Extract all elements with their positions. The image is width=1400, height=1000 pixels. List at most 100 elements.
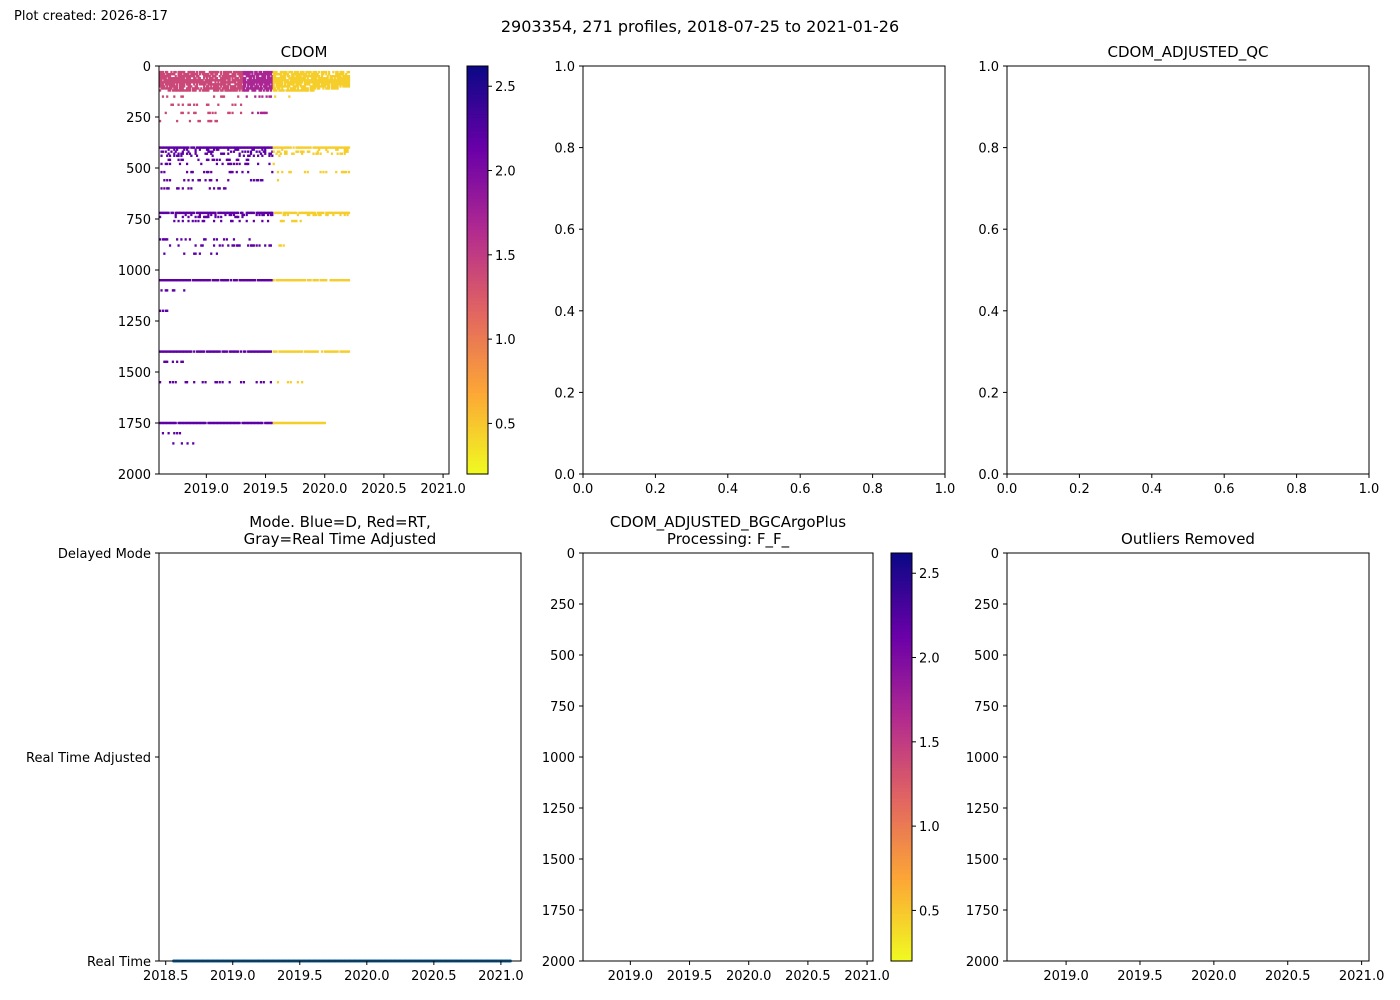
cdom-sample	[193, 350, 196, 353]
cdom-sample	[176, 146, 179, 149]
cdom-sample	[238, 162, 241, 166]
colorbar-swatch	[467, 273, 488, 278]
cdom-sample	[205, 215, 209, 219]
cdom-sample	[266, 87, 270, 90]
cdom-sample	[212, 219, 216, 223]
cdom-sample	[282, 279, 285, 282]
cdom-sample	[320, 350, 324, 353]
colorbar-swatch	[891, 780, 912, 785]
cdom-sample	[252, 83, 255, 86]
cdom-sample	[232, 79, 236, 82]
cdom-sample	[181, 85, 184, 88]
x-tick-label: 2020.0	[344, 969, 390, 984]
cdom-sample	[247, 158, 250, 162]
colorbar-swatch	[467, 450, 488, 455]
cdom-sample	[197, 421, 200, 425]
cdom-sample	[168, 146, 172, 149]
cdom-sample	[218, 158, 221, 162]
cdom-sample	[264, 150, 267, 153]
cdom-sample	[328, 85, 331, 88]
cdom-sample	[254, 146, 257, 149]
cdom-sample	[176, 187, 179, 190]
cdom-sample	[286, 89, 290, 92]
cdom-sample	[173, 148, 176, 151]
cdom-sample	[187, 75, 190, 78]
colorbar-swatch	[891, 757, 912, 761]
cdom-sample	[181, 279, 184, 282]
colorbar-swatch	[891, 573, 912, 578]
cdom-sample	[217, 85, 220, 88]
cdom-sample	[315, 152, 318, 155]
colorbar-swatch	[467, 106, 488, 111]
cdom-sample	[330, 146, 334, 149]
cdom-sample	[248, 81, 251, 84]
cdom-sample	[207, 211, 210, 215]
cdom-sample	[269, 381, 272, 384]
cdom-sample	[296, 279, 299, 282]
x-tick-label: 1.0	[935, 482, 956, 497]
cdom-sample	[326, 79, 329, 82]
cdom-sample	[217, 70, 220, 74]
cdom-sample	[159, 85, 162, 88]
cdom-sample	[320, 75, 324, 78]
cdom-sample	[281, 85, 284, 88]
cdom-sample	[262, 150, 265, 153]
cdom-sample	[265, 79, 268, 82]
cdom-sample	[303, 279, 307, 282]
cdom-sample	[237, 421, 240, 425]
cdom-sample	[272, 87, 275, 90]
cdom-sample	[279, 83, 282, 86]
cdom-sample	[184, 350, 187, 353]
cdom-sample	[211, 158, 214, 162]
cdom-sample	[274, 87, 277, 90]
cdom-sample	[268, 75, 271, 78]
cdom-sample	[279, 70, 282, 74]
cdom-sample	[159, 89, 162, 92]
colorbar-swatch	[467, 470, 488, 475]
colorbar-swatch	[891, 716, 912, 721]
cdom-sample	[276, 87, 280, 90]
cdom-sample	[187, 70, 190, 74]
cdom-sample	[166, 79, 169, 82]
cdom-sample	[234, 70, 237, 74]
cdom-sample	[203, 75, 206, 78]
colorbar-swatch	[891, 777, 912, 782]
cdom-sample	[195, 70, 199, 74]
cdom-sample	[272, 350, 275, 353]
cdom-sample	[286, 146, 290, 149]
cdom-sample	[326, 81, 329, 84]
cdom-sample	[248, 70, 251, 74]
colorbar-swatch	[467, 266, 488, 271]
cdom-sample	[275, 89, 278, 92]
cdom-sample	[241, 72, 244, 76]
cdom-sample	[312, 152, 315, 155]
cdom-sample	[255, 75, 258, 78]
cdom-sample	[291, 421, 294, 425]
cdom-sample	[254, 87, 257, 90]
cdom-sample	[221, 77, 224, 80]
cdom-sample	[312, 85, 315, 88]
cdom-sample	[268, 79, 271, 82]
cdom-sample	[193, 87, 196, 90]
cdom-sample	[251, 85, 254, 88]
cdom-sample	[247, 279, 250, 282]
cdom-sample	[173, 85, 176, 88]
cdom-sample	[336, 350, 339, 353]
cdom-sample	[181, 81, 184, 84]
cdom-sample	[320, 70, 324, 74]
cdom-sample	[306, 213, 309, 217]
cdom-sample	[249, 146, 253, 149]
colorbar-swatch	[467, 463, 488, 468]
cdom-sample	[176, 77, 179, 80]
cdom-sample	[227, 75, 230, 78]
cdom-sample	[166, 87, 169, 90]
axes-frame	[158, 552, 522, 962]
colorbar-swatch	[891, 852, 912, 857]
cdom-sample	[345, 211, 348, 215]
cdom-sample	[252, 279, 255, 282]
cdom-sample	[347, 79, 351, 82]
cdom-sample	[281, 83, 284, 86]
cdom-sample	[188, 81, 192, 84]
cdom-sample	[323, 279, 326, 282]
colorbar-swatch	[467, 365, 488, 370]
